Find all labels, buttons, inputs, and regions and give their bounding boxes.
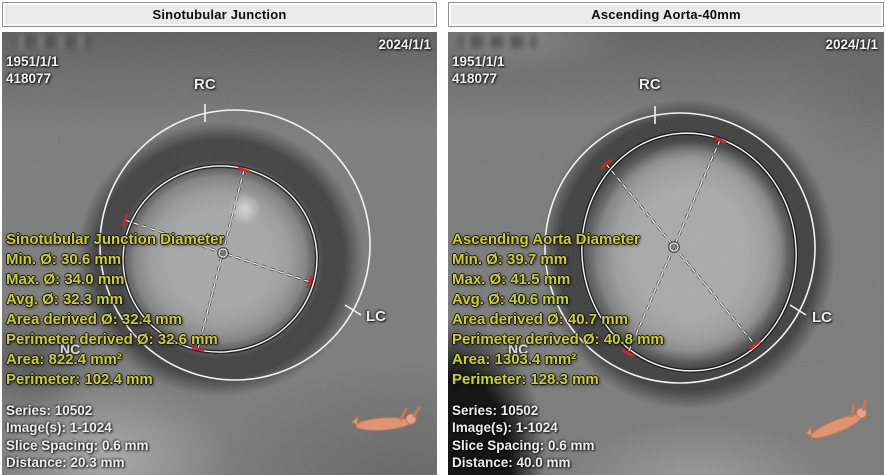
diameter-endpoint-marker: [749, 339, 761, 351]
patient-id: 418077: [452, 71, 498, 86]
diameter-endpoint-marker: [121, 213, 129, 227]
panel-title: Sinotubular Junction: [152, 7, 287, 22]
measurement-line: Avg. Ø: 40.6 mm: [452, 291, 569, 308]
diameter-endpoint-marker: [600, 158, 612, 170]
measurement-line: Area: 1303.4 mm²: [452, 351, 577, 368]
measurement-line: Min. Ø: 39.7 mm: [452, 251, 568, 268]
cusp-label-nc: NC: [508, 341, 529, 357]
diameter-endpoint-marker: [237, 166, 251, 174]
annotation-layer: [99, 104, 371, 381]
lc-tick: [344, 304, 362, 316]
orientation-figure-icon: [351, 406, 421, 431]
diameter-endpoint-marker: [306, 275, 314, 289]
series-info: Series: 10502 Image(s): 1-1024 Slice Spa…: [6, 402, 149, 471]
cusp-label-nc: NC: [60, 341, 81, 357]
center-handle[interactable]: [218, 248, 228, 258]
patient-birthdate: 1951/1/1: [6, 54, 59, 69]
measurement-line: Max. Ø: 41.5 mm: [452, 271, 571, 288]
vessel-contour[interactable]: [570, 122, 808, 381]
cusp-label-lc: LC: [366, 308, 386, 325]
panel-title-bar[interactable]: Sinotubular Junction: [2, 2, 437, 27]
measurement-title: Sinotubular Junction Diameter: [6, 231, 225, 248]
measurement-line: Max. Ø: 34.0 mm: [6, 271, 125, 288]
measurement-line: Perimeter derived Ø: 40.8 mm: [452, 331, 664, 348]
measurement-readout: Sinotubular Junction Diameter Min. Ø: 30…: [6, 230, 224, 390]
diameter-line-max: [605, 163, 756, 346]
ct-noise-texture: [448, 32, 884, 475]
vessel-contour[interactable]: [117, 159, 324, 358]
measurement-line: Min. Ø: 30.6 mm: [6, 251, 122, 268]
center-handle[interactable]: [669, 242, 679, 252]
lc-tick: [789, 304, 807, 316]
measurement-line: Perimeter: 128.3 mm: [452, 371, 599, 388]
cusp-label-rc: RC: [194, 76, 216, 93]
images-line: Image(s): 1-1024: [452, 420, 558, 436]
distance-line: Distance: 40.0 mm: [452, 454, 571, 470]
measurement-line: Area derived Ø: 40.7 mm: [452, 311, 628, 328]
viewport-panel-sinotubular: Sinotubular Junction: [2, 2, 437, 475]
images-line: Image(s): 1-1024: [6, 420, 112, 436]
distance-line: Distance: 20.3 mm: [6, 454, 125, 470]
diameter-line-min: [627, 139, 721, 354]
diameter-line-max: [124, 219, 311, 283]
range-circle: [544, 112, 816, 384]
series-line: Series: 10502: [6, 403, 93, 418]
orientation-figure-icon: [805, 400, 868, 439]
measurement-line: Perimeter derived Ø: 32.6 mm: [6, 331, 218, 348]
series-info: Series: 10502 Image(s): 1-1024 Slice Spa…: [452, 402, 595, 471]
range-circle: [99, 109, 371, 381]
slice-spacing-line: Slice Spacing: 0.6 mm: [6, 437, 149, 453]
ct-image-viewport[interactable]: 1951/1/1 418077 2024/1/1 RC LC NC Sinotu…: [2, 32, 437, 475]
series-line: Series: 10502: [452, 403, 539, 418]
patient-name-redacted: [12, 35, 90, 48]
diameter-line-min: [197, 169, 245, 350]
measurement-title: Ascending Aorta Diameter: [452, 231, 640, 248]
viewport-panel-ascending-aorta: Ascending Aorta-40mm: [448, 2, 884, 475]
measurement-line: Area derived Ø: 32.4 mm: [6, 311, 182, 328]
slice-spacing-line: Slice Spacing: 0.6 mm: [452, 437, 595, 453]
study-date: 2024/1/1: [378, 37, 431, 52]
panel-title: Ascending Aorta-40mm: [591, 7, 741, 22]
annotation-layer: [544, 106, 816, 384]
diameter-endpoint-marker: [713, 135, 727, 145]
cusp-label-lc: LC: [812, 309, 832, 326]
diameter-endpoint-marker: [621, 348, 635, 358]
panel-title-bar[interactable]: Ascending Aorta-40mm: [448, 2, 884, 27]
study-date: 2024/1/1: [825, 37, 878, 52]
measurement-line: Avg. Ø: 32.3 mm: [6, 291, 123, 308]
cusp-label-rc: RC: [639, 76, 661, 93]
measurement-readout: Ascending Aorta Diameter Min. Ø: 39.7 mm…: [452, 230, 664, 390]
measurement-line: Perimeter: 102.4 mm: [6, 371, 153, 388]
ct-image-viewport[interactable]: 1951/1/1 418077 2024/1/1 RC LC NC Ascend…: [448, 32, 884, 475]
patient-name-redacted: [458, 35, 536, 48]
measurement-line: Area: 822.4 mm²: [6, 351, 122, 368]
patient-birthdate: 1951/1/1: [452, 54, 505, 69]
diameter-endpoint-marker: [191, 345, 205, 353]
patient-id: 418077: [6, 71, 52, 86]
